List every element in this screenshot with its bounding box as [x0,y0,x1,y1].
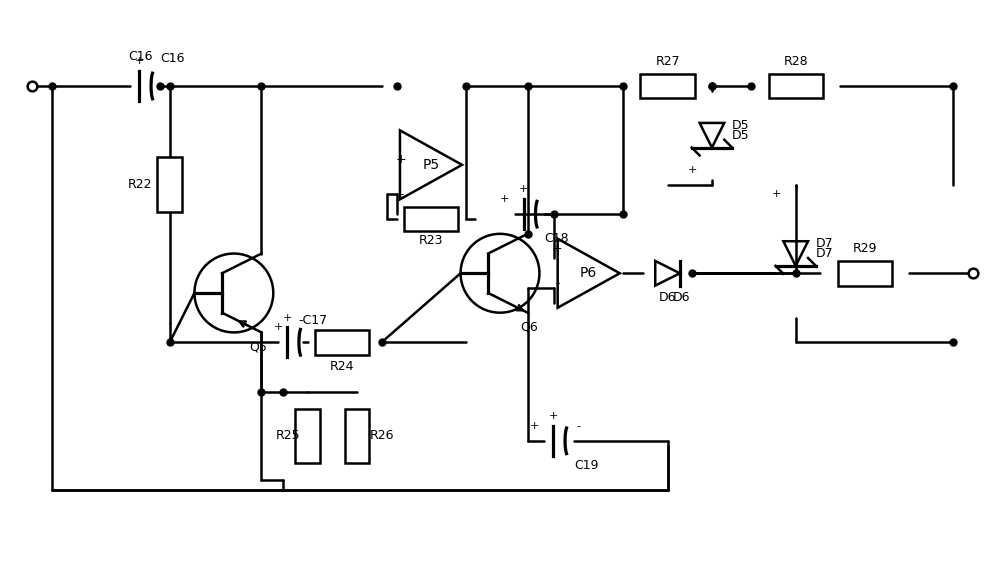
Text: +: + [552,242,562,255]
Text: +: + [771,189,781,199]
Bar [404,207,458,231]
Text: R24: R24 [330,360,355,373]
Bar [640,73,695,99]
Bar [345,409,369,463]
Bar [157,157,182,212]
Text: -: - [577,421,581,431]
Bar [838,261,892,286]
Text: R23: R23 [419,234,443,247]
Text: +: + [396,153,407,166]
Text: +: + [135,57,144,66]
Text: R25: R25 [276,430,300,442]
Text: C19: C19 [574,459,598,472]
Text: +: + [530,421,539,431]
Text: D6: D6 [672,292,690,304]
Text: Q6: Q6 [521,321,538,334]
Text: D7: D7 [815,237,833,250]
Text: -: - [399,188,404,201]
Text: +: + [688,165,697,175]
Text: +: + [549,411,558,421]
Text: +: + [500,194,510,204]
Text: D5: D5 [732,129,749,142]
Text: -C17: -C17 [298,314,327,327]
Text: D6: D6 [659,292,676,304]
Text: +: + [519,184,528,195]
Text: Q5: Q5 [250,340,267,354]
Text: R26: R26 [369,430,394,442]
Text: R28: R28 [783,55,808,68]
Bar [769,73,823,99]
Text: +: + [274,322,283,332]
Text: R22: R22 [128,178,152,191]
Text: C16: C16 [160,52,184,65]
Text: R27: R27 [655,55,680,68]
Text: C16: C16 [128,50,152,63]
Text: +: + [282,312,292,322]
Text: P6: P6 [580,266,597,280]
Text: C18: C18 [544,232,569,245]
Bar [295,409,320,463]
Text: R29: R29 [852,242,877,255]
Bar [315,330,369,354]
Text: D7: D7 [815,247,833,260]
Text: P5: P5 [422,158,440,172]
Text: -: - [555,276,559,290]
Text: D5: D5 [732,119,749,132]
